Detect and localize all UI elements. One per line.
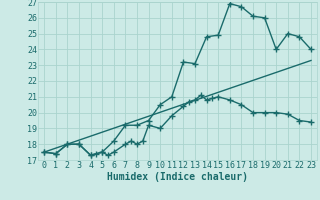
X-axis label: Humidex (Indice chaleur): Humidex (Indice chaleur) <box>107 172 248 182</box>
